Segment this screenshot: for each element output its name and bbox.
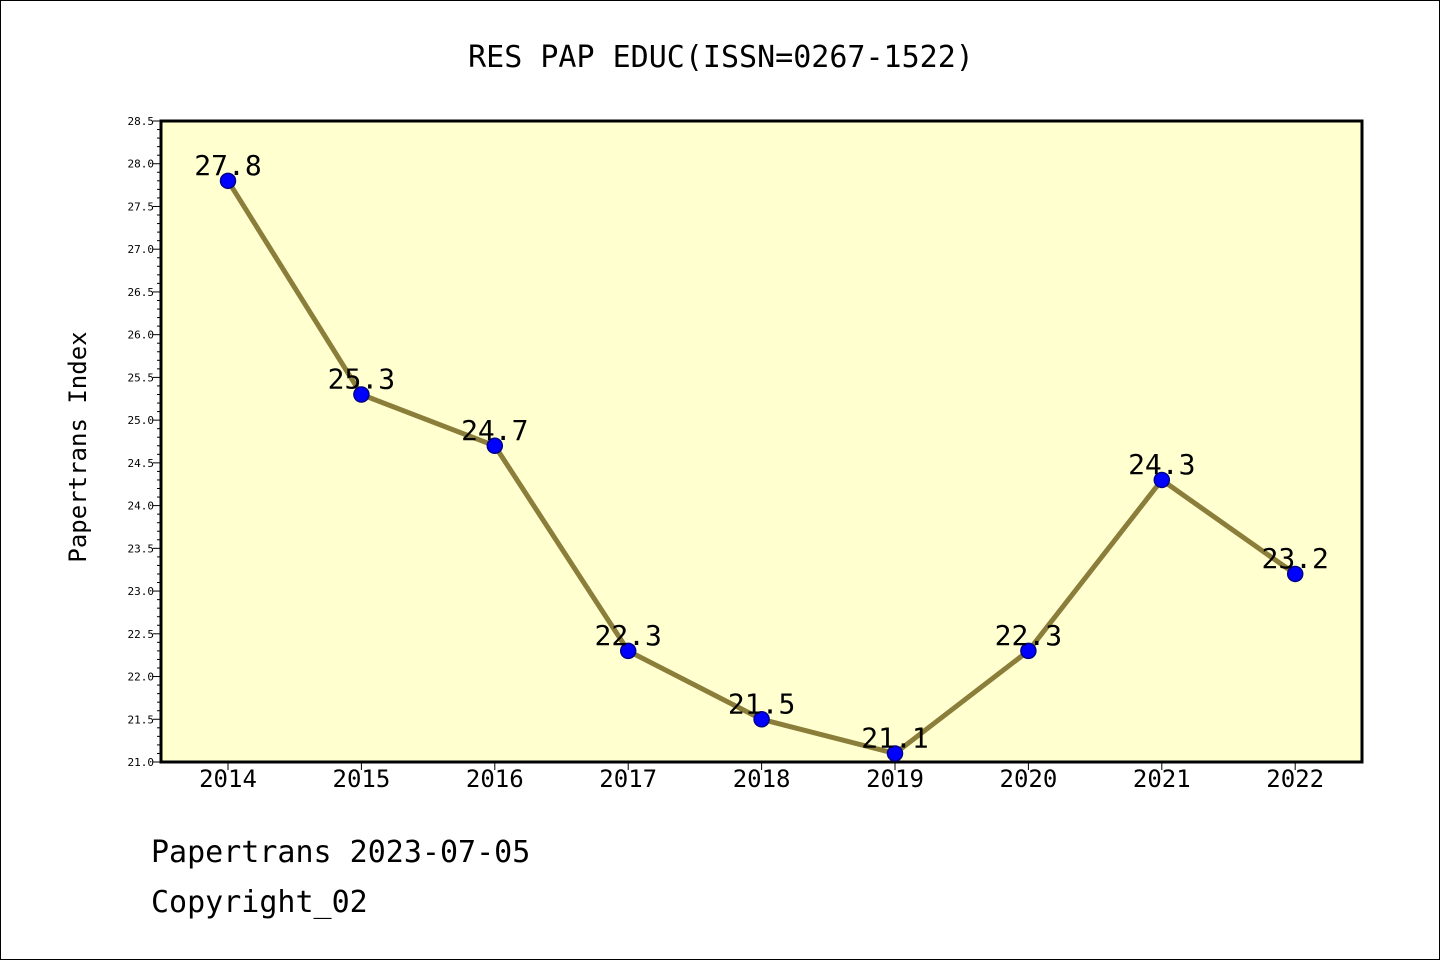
- y-axis-label: Papertrans Index: [64, 331, 92, 562]
- x-tick-label: 2015: [333, 765, 391, 793]
- x-tick-label: 2016: [466, 765, 524, 793]
- data-point: [886, 745, 904, 762]
- x-tick-label: 2021: [1133, 765, 1191, 793]
- plot-area: [159, 119, 1364, 764]
- y-tick-label: 22.5: [128, 628, 155, 641]
- x-tick-label: 2017: [599, 765, 657, 793]
- y-tick-label: 21.0: [128, 756, 155, 769]
- data-label: 24.7: [461, 414, 528, 447]
- y-tick-label: 21.5: [128, 713, 155, 726]
- x-tick-label: 2019: [866, 765, 924, 793]
- data-point: [219, 172, 237, 190]
- x-axis: 2014 2015 2016 2017 2018 2019 2020 2021 2022: [199, 762, 1324, 793]
- data-point: [753, 711, 770, 728]
- data-label: 27.8: [194, 149, 261, 182]
- series-1: 27.8 25.3 24.7 22.3 21.5 21.1 22.3 24.3 23.2: [194, 149, 1329, 762]
- data-point: [619, 642, 637, 660]
- y-tick-label: 25.0: [128, 414, 155, 427]
- data-point: [486, 437, 504, 455]
- x-tick-label: 2020: [1000, 765, 1058, 793]
- data-label: 22.3: [995, 619, 1062, 652]
- y-axis: 21.0 21.5 22.0 22.5 23.0 23.5 24.0 24.5 25.0 25.5…: [128, 115, 161, 769]
- data-label: 24.3: [1128, 448, 1195, 481]
- y-tick-label: 27.5: [128, 200, 155, 213]
- data-point: [1020, 642, 1037, 660]
- chart-title: RES PAP EDUC(ISSN=0267-1522): [468, 40, 974, 75]
- data-label: 22.3: [594, 619, 661, 652]
- y-tick-label: 24.0: [128, 500, 155, 513]
- y-tick-label: 22.0: [128, 671, 155, 684]
- y-tick-label: 28.0: [128, 158, 155, 171]
- y-tick-label: 23.0: [128, 585, 155, 598]
- y-tick-label: 24.5: [128, 457, 155, 470]
- y-tick-label: 25.5: [128, 371, 155, 384]
- x-tick-label: 2022: [1266, 765, 1324, 793]
- x-tick-label: 2014: [199, 765, 257, 793]
- data-point: [353, 386, 370, 403]
- y-tick-label: 26.0: [128, 329, 155, 342]
- data-label: 21.5: [728, 687, 795, 720]
- y-tick-label: 23.5: [128, 542, 155, 555]
- y-tick-label: 27.0: [128, 243, 155, 256]
- x-tick-label: 2018: [733, 765, 791, 793]
- footer-date-text: Papertrans 2023-07-05: [151, 835, 531, 870]
- y-tick-label: 26.5: [128, 286, 155, 299]
- data-label: 21.1: [861, 721, 928, 754]
- data-label: 23.2: [1261, 542, 1328, 575]
- data-point: [1286, 565, 1304, 583]
- y-tick-label: 28.5: [128, 115, 155, 128]
- data-point: [1153, 471, 1171, 489]
- data-label: 25.3: [328, 362, 395, 395]
- footer-copyright-text: Copyright_02: [151, 885, 368, 920]
